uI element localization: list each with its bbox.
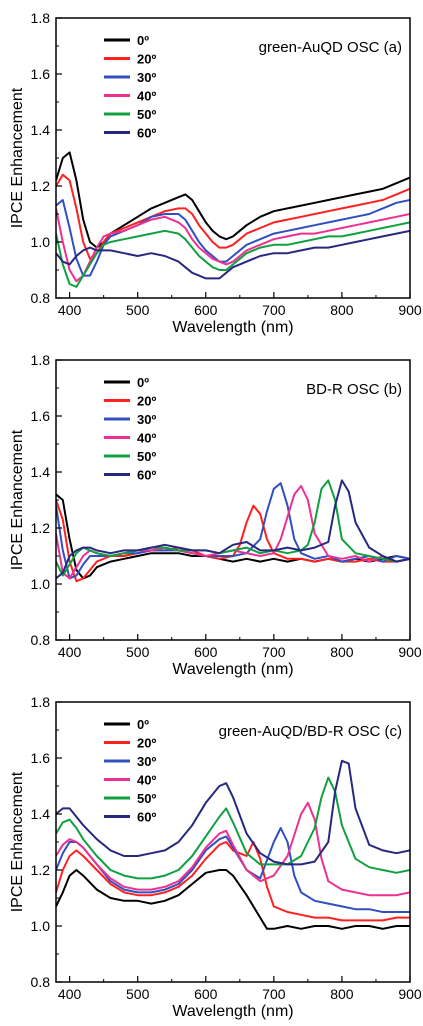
y-tick-label: 0.8: [31, 632, 51, 648]
x-tick-label: 900: [398, 986, 422, 1002]
y-tick-label: 1.6: [31, 750, 51, 766]
chart-panel-c: 400 500 600 700 800 900 0.8 1.0 1.2 1.4 1.6 1.8 Wave…: [9, 694, 422, 1020]
x-tick-label: 900: [398, 302, 422, 318]
y-tick-label: 1.8: [31, 352, 51, 368]
series-line-5: [56, 759, 410, 866]
y-tick-label: 1.0: [31, 234, 51, 250]
legend: 0º 20º 30º 40º 50º 60º: [104, 375, 156, 483]
y-tick-label: 1.4: [31, 806, 51, 822]
legend-label: 30º: [137, 412, 156, 427]
series-line-2: [56, 482, 410, 580]
x-axis-title: Wavelength (nm): [172, 319, 293, 336]
legend-label: 0º: [137, 33, 149, 48]
x-tick-label: 700: [262, 986, 286, 1002]
x-tick-label: 600: [194, 302, 218, 318]
y-tick-label: 1.4: [31, 464, 51, 480]
x-tick-label: 600: [194, 644, 218, 660]
x-tick-label: 900: [398, 644, 422, 660]
y-axis-title: IPCE Enhancement: [9, 771, 26, 912]
series-line-1: [56, 841, 410, 922]
series-line-3: [56, 801, 410, 897]
series-line-0: [56, 869, 410, 930]
x-tick-label: 800: [330, 302, 354, 318]
legend-label: 40º: [137, 773, 156, 788]
y-tick-label: 1.2: [31, 862, 51, 878]
legend-label: 50º: [137, 107, 156, 122]
legend-label: 20º: [137, 736, 156, 751]
y-tick-label: 1.0: [31, 918, 51, 934]
y-tick-label: 1.2: [31, 520, 51, 536]
series-line-2: [56, 827, 410, 913]
y-axis-title: IPCE Enhancement: [9, 429, 26, 570]
legend-label: 60º: [137, 126, 156, 141]
legend-label: 30º: [137, 70, 156, 85]
x-tick-label: 800: [330, 986, 354, 1002]
panel-title: green-AuQD OSC (a): [259, 39, 402, 56]
panel-title: BD-R OSC (b): [306, 381, 402, 398]
x-tick-label: 700: [262, 644, 286, 660]
y-axis-title: IPCE Enhancement: [9, 87, 26, 228]
legend-label: 0º: [137, 717, 149, 732]
x-tick-label: 400: [58, 302, 82, 318]
x-tick-label: 500: [126, 986, 150, 1002]
series-line-2: [56, 199, 410, 277]
legend: 0º 20º 30º 40º 50º 60º: [104, 33, 156, 141]
y-tick-label: 1.4: [31, 122, 51, 138]
legend: 0º 20º 30º 40º 50º 60º: [104, 717, 156, 825]
legend-label: 20º: [137, 52, 156, 67]
legend-label: 60º: [137, 810, 156, 825]
series-line-1: [56, 499, 410, 583]
series-line-5: [56, 229, 410, 280]
x-tick-label: 700: [262, 302, 286, 318]
y-tick-label: 1.6: [31, 408, 51, 424]
series-line-4: [56, 776, 410, 880]
x-tick-label: 500: [126, 644, 150, 660]
x-tick-label: 400: [58, 644, 82, 660]
chart-panel-b: 400 500 600 700 800 900 0.8 1.0 1.2 1.4 1.6 1.8 Wave…: [9, 352, 422, 678]
series-line-3: [56, 485, 410, 580]
y-tick-label: 0.8: [31, 974, 51, 990]
x-tick-label: 800: [330, 644, 354, 660]
x-axis-title: Wavelength (nm): [172, 661, 293, 678]
y-tick-label: 1.6: [31, 66, 51, 82]
y-tick-label: 1.8: [31, 10, 51, 26]
legend-label: 40º: [137, 431, 156, 446]
legend-label: 50º: [137, 791, 156, 806]
x-tick-label: 600: [194, 986, 218, 1002]
series-line-0: [56, 493, 410, 580]
series-line-5: [56, 479, 410, 580]
x-tick-label: 400: [58, 986, 82, 1002]
y-tick-label: 1.2: [31, 178, 51, 194]
legend-label: 0º: [137, 375, 149, 390]
x-axis-title: Wavelength (nm): [172, 1003, 293, 1020]
chart-panel-a: 400 500 600 700 800 900 0.8 1.0 1.2 1.4 1.6 1.8 Wave…: [9, 10, 422, 336]
series-line-4: [56, 221, 410, 288]
x-tick-label: 500: [126, 302, 150, 318]
series-line-4: [56, 479, 410, 577]
legend-label: 30º: [137, 754, 156, 769]
legend-label: 60º: [137, 468, 156, 483]
legend-label: 20º: [137, 394, 156, 409]
y-tick-label: 1.0: [31, 576, 51, 592]
panel-title: green-AuQD/BD-R OSC (c): [219, 723, 402, 740]
legend-label: 40º: [137, 89, 156, 104]
y-tick-label: 1.8: [31, 694, 51, 710]
series-line-0: [56, 151, 410, 249]
y-tick-label: 0.8: [31, 290, 51, 306]
legend-label: 50º: [137, 449, 156, 464]
